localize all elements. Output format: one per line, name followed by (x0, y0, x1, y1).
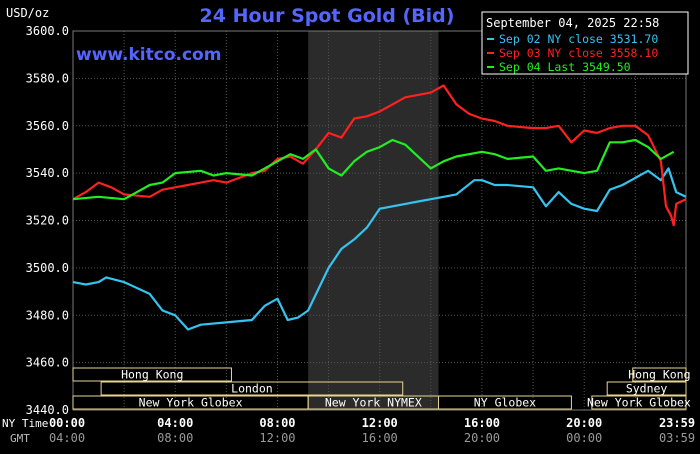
y-unit-label: USD/oz (6, 6, 49, 20)
session-bar (591, 395, 687, 410)
session-label: Hong Kong (628, 368, 690, 382)
session-bar (438, 395, 572, 410)
y-tick-label: 3580.0 (26, 71, 69, 85)
session-bar (606, 381, 687, 396)
x-tick-label-ny: 23:59 (659, 416, 695, 430)
ny-time-row-label: NY Time (2, 417, 48, 430)
session-bar (100, 381, 404, 396)
series-lines (72, 84, 687, 331)
session-label: Sydney (626, 382, 668, 396)
gmt-row-label: GMT (10, 432, 30, 445)
watermark: www.kitco.com (76, 45, 221, 65)
x-tick-label-gmt: 03:59 (659, 431, 695, 445)
session-label: NY Globex (474, 396, 536, 410)
session-label: London (231, 382, 273, 396)
session-label: Hong Kong (121, 368, 183, 382)
x-tick-label-gmt: 16:00 (362, 431, 398, 445)
session-label: New York Globex (587, 396, 691, 410)
x-tick-label-gmt: 04:00 (49, 431, 85, 445)
x-tick-label-ny: 00:00 (49, 416, 85, 430)
legend-label: Sep 04 Last 3549.50 (499, 60, 631, 74)
x-tick-label-gmt: 20:00 (464, 431, 500, 445)
series-line-1 (72, 84, 687, 227)
y-tick-label: 3540.0 (26, 166, 69, 180)
x-tick-label-gmt: 12:00 (259, 431, 295, 445)
y-tick-label: 3480.0 (26, 308, 69, 322)
axis-layer: 3600.0 3580.0 3560.0 3540.0 3520.0 3500.0 3480… (2, 24, 695, 445)
x-tick-label-ny: 08:00 (259, 416, 295, 430)
chart-title: 24 Hour Spot Gold (Bid) (200, 5, 455, 27)
legend-box (481, 11, 689, 75)
x-tick-label-ny: 04:00 (157, 416, 193, 430)
session-bar (632, 367, 687, 382)
y-tick-label: 3460.0 (26, 356, 69, 370)
series-line-0 (72, 167, 687, 331)
plot-frame (72, 30, 687, 411)
session-label: New York NYMEX (325, 396, 422, 410)
y-tick-label: 3600.0 (26, 24, 69, 38)
legend-label: Sep 02 NY close 3531.70 (499, 32, 658, 46)
x-tick-label-ny: 16:00 (464, 416, 500, 430)
x-tick-label-gmt: 00:00 (566, 431, 602, 445)
grid-layer (72, 30, 687, 411)
legend-timestamp: September 04, 2025 22:58 (486, 16, 659, 30)
x-tick-label-ny: 20:00 (566, 416, 602, 430)
session-bar (72, 367, 232, 382)
y-tick-label: 3500.0 (26, 261, 69, 275)
series-line-2 (72, 138, 675, 201)
x-tick-label-ny: 12:00 (362, 416, 398, 430)
y-tick-label: 3520.0 (26, 214, 69, 228)
x-tick-label-gmt: 08:00 (157, 431, 193, 445)
legend-label: Sep 03 NY close 3558.10 (499, 46, 658, 60)
y-tick-label: 3440.0 (26, 403, 69, 417)
session-label: New York Globex (139, 396, 243, 410)
y-tick-label: 3560.0 (26, 119, 69, 133)
